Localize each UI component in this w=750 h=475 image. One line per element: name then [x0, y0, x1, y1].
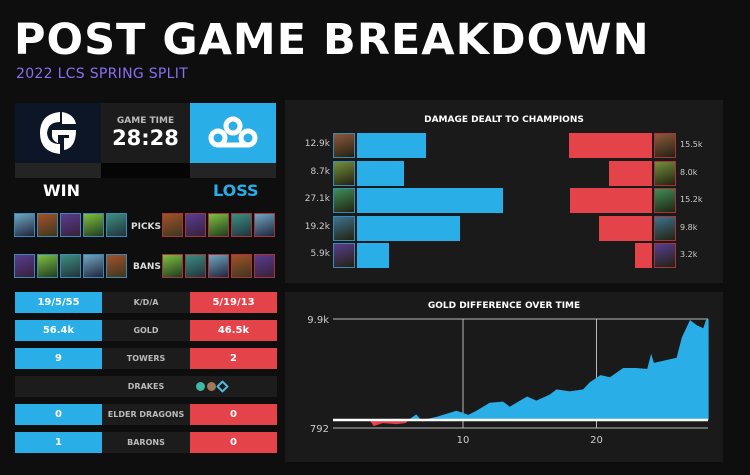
left-damage-label: 12.9k — [304, 139, 330, 149]
y-tick-label: 792 — [310, 424, 329, 435]
right-ban-champion-portrait — [185, 254, 206, 278]
damage-chart-title: DAMAGE DEALT TO CHAMPIONS — [424, 115, 584, 125]
right-ban-champion-portrait — [208, 254, 229, 278]
left-stat-value: 19/5/55 — [15, 292, 102, 313]
right-damage-label: 9.8k — [680, 222, 698, 232]
page-subtitle: 2022 LCS SPRING SPLIT — [16, 66, 189, 82]
right-damage-label: 15.2k — [680, 195, 703, 204]
stat-label: BARONS — [102, 432, 190, 453]
left-ban-champion-portrait — [83, 254, 104, 278]
y-tick-label: 9.9k — [307, 315, 329, 326]
right-damage-bar — [570, 188, 652, 213]
right-ban-champion-portrait — [254, 254, 275, 278]
stat-label: GOLD — [102, 320, 190, 341]
gold-chart-title: GOLD DIFFERENCE OVER TIME — [427, 301, 581, 311]
left-stat-value: 56.4k — [15, 320, 102, 341]
stat-label: TOWERS — [102, 348, 190, 369]
right-damage-champion-portrait — [654, 243, 676, 268]
left-damage-champion-portrait — [333, 243, 355, 268]
left-damage-label: 8.7k — [310, 166, 330, 177]
left-stat-value: 0 — [15, 404, 102, 425]
left-stat-value: 9 — [15, 348, 102, 369]
right-pick-champion-portrait — [162, 213, 183, 237]
right-stat-value: 46.5k — [190, 320, 277, 341]
right-damage-champion-portrait — [654, 188, 676, 213]
right-result: LOSS — [213, 181, 259, 200]
right-damage-label: 15.5k — [680, 140, 703, 149]
right-ban-champion-portrait — [231, 254, 252, 278]
right-stat-value: 0 — [190, 404, 277, 425]
picks-label: PICKS — [131, 222, 162, 232]
left-damage-bar — [357, 160, 404, 186]
left-damage-label: 19.2k — [304, 221, 330, 232]
left-ban-champion-portrait — [106, 254, 127, 278]
left-damage-champion-portrait — [333, 215, 355, 241]
right-damage-bar — [634, 243, 652, 268]
game-time-label: GAME TIME — [116, 116, 175, 126]
right-pick-champion-portrait — [208, 213, 229, 237]
left-stat-value: 1 — [15, 432, 102, 453]
left-damage-label: 27.1k — [304, 194, 330, 204]
right-team-logo — [190, 103, 276, 163]
ocean-drake-icon — [196, 382, 205, 391]
stat-label: ELDER DRAGONS — [102, 404, 190, 425]
right-ban-champion-portrait — [162, 254, 183, 278]
gold-lead-area-eg — [332, 319, 709, 420]
right-damage-bar — [599, 215, 652, 241]
right-damage-label: 3.2k — [680, 250, 698, 259]
left-ban-champion-portrait — [60, 254, 81, 278]
eg-logo-icon — [40, 112, 76, 154]
left-damage-bar — [357, 133, 427, 158]
right-damage-champion-portrait — [654, 160, 676, 186]
left-pick-champion-portrait — [83, 213, 104, 237]
right-damage-bar — [608, 160, 652, 186]
left-ban-champion-portrait — [37, 254, 58, 278]
stat-label: K/D/A — [102, 292, 190, 313]
left-damage-champion-portrait — [333, 160, 355, 186]
game-time-value: 28:28 — [112, 126, 179, 150]
x-tick-label: 10 — [457, 435, 470, 446]
cloud9-logo-icon — [208, 116, 258, 148]
left-pick-champion-portrait — [14, 213, 35, 237]
left-pick-champion-portrait — [37, 213, 58, 237]
mountain-drake-icon — [207, 382, 216, 391]
left-pick-champion-portrait — [106, 213, 127, 237]
right-pick-champion-portrait — [231, 213, 252, 237]
left-damage-bar — [357, 243, 389, 268]
right-pick-champion-portrait — [185, 213, 206, 237]
stat-label: DRAKES — [102, 376, 190, 397]
game-time-box: GAME TIME 28:28 — [101, 103, 190, 163]
left-damage-bar — [357, 188, 503, 213]
left-ban-champion-portrait — [14, 254, 35, 278]
right-damage-champion-portrait — [654, 215, 676, 241]
left-team-logo — [15, 103, 101, 163]
left-damage-champion-portrait — [333, 133, 355, 158]
left-pick-champion-portrait — [60, 213, 81, 237]
left-damage-champion-portrait — [333, 188, 355, 213]
drakes-row — [190, 376, 277, 397]
right-pick-champion-portrait — [254, 213, 275, 237]
x-tick-label: 20 — [590, 435, 603, 446]
right-stat-value: 0 — [190, 432, 277, 453]
right-stat-value: 5/19/13 — [190, 292, 277, 313]
bans-label: BANS — [133, 262, 161, 272]
left-damage-bar — [357, 215, 461, 241]
right-damage-label: 8.0k — [680, 167, 698, 177]
right-damage-bar — [568, 133, 652, 158]
left-result: WIN — [43, 181, 80, 200]
page-title: POST GAME BREAKDOWN — [14, 15, 650, 65]
left-damage-label: 5.9k — [310, 249, 330, 259]
right-stat-value: 2 — [190, 348, 277, 369]
right-damage-champion-portrait — [654, 133, 676, 158]
